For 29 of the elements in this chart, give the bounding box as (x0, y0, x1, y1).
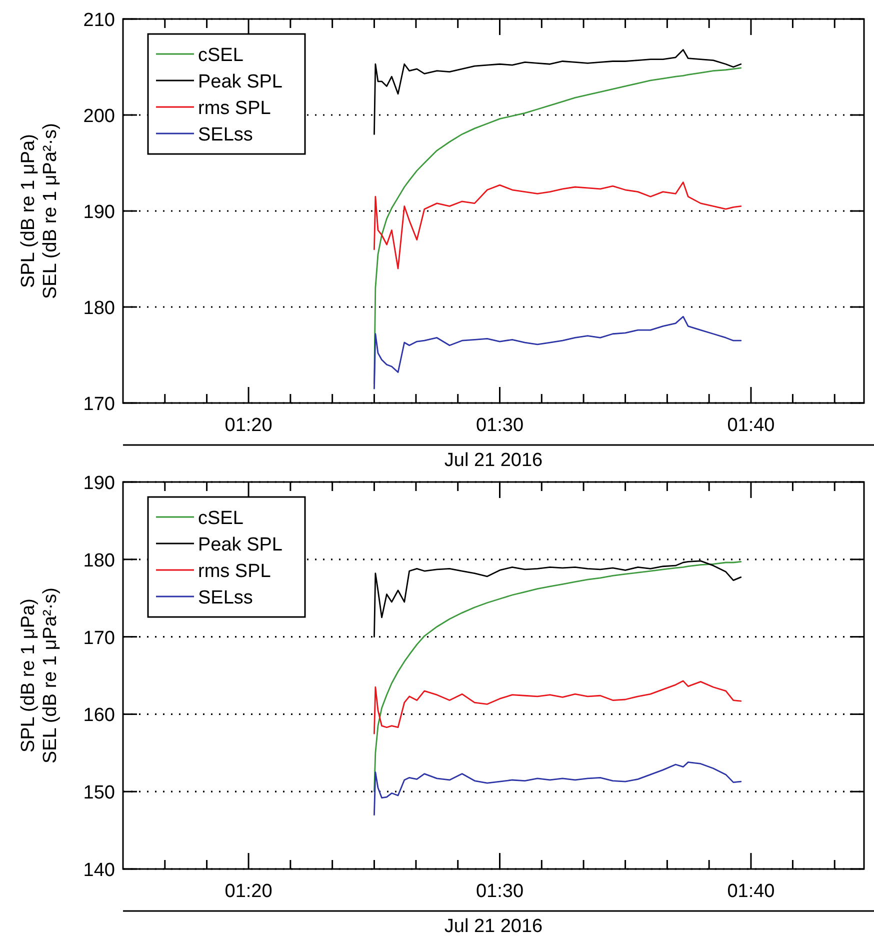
legend-label: Peak SPL (198, 72, 282, 92)
legend-label: cSEL (198, 45, 244, 66)
y-axis-title: SPL (dB re 1 μPa) SEL (dB re 1 μPa²·s) (18, 587, 61, 764)
y-tick-label: 200 (83, 106, 115, 127)
legend-label: SELss (198, 124, 253, 146)
y-tick-label: 190 (83, 473, 115, 494)
y-tick-label: 160 (83, 705, 115, 726)
x-tick-label: 01:20 (224, 415, 272, 436)
y-tick-label: 170 (83, 394, 115, 415)
legend-label: rms SPL (198, 561, 271, 582)
legend-label: Peak SPL (198, 534, 282, 556)
y-tick-label: 170 (83, 628, 115, 649)
x-tick-label: 01:20 (224, 881, 272, 902)
y-tick-label: 180 (83, 550, 115, 572)
legend-label: rms SPL (198, 98, 271, 119)
x-tick-label: 01:40 (727, 415, 775, 436)
x-tick-label: 01:30 (476, 881, 524, 902)
legend-label: SELss (198, 588, 253, 608)
y-tick-label: 180 (83, 298, 115, 319)
y-tick-label: 190 (83, 202, 115, 223)
x-axis-title: Jul 21 2016 (444, 916, 543, 937)
y-tick-label: 140 (83, 860, 115, 881)
x-tick-label: 01:40 (727, 881, 775, 902)
x-tick-label: 01:30 (476, 415, 524, 436)
legend-label: cSEL (198, 508, 244, 529)
y-axis-title: SPL (dB re 1 μPa) SEL (dB re 1 μPa²·s) (18, 122, 61, 300)
y-tick-label: 150 (83, 782, 115, 804)
y-tick-label: 210 (83, 10, 115, 31)
x-axis-title: Jul 21 2016 (444, 450, 543, 471)
